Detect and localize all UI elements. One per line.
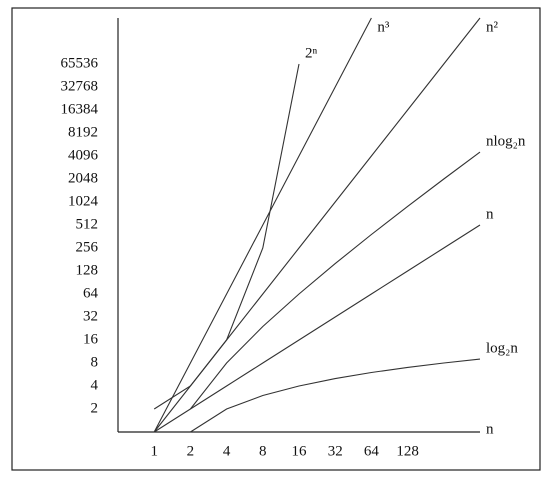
curve <box>153 63 300 410</box>
curve <box>189 151 481 410</box>
curve-label: log₂n <box>486 341 518 357</box>
y-tick-label: 256 <box>76 239 99 255</box>
curve-label: 2ⁿ <box>305 45 318 61</box>
curve <box>153 17 372 433</box>
y-tick-label: 8192 <box>68 124 98 140</box>
y-tick-label: 65536 <box>61 55 99 71</box>
x-tick-label: 128 <box>396 443 419 459</box>
x-tick-label: 16 <box>292 443 308 459</box>
x-tick-label: 4 <box>223 443 231 459</box>
frame <box>11 7 541 471</box>
y-tick-label: 8 <box>91 354 99 370</box>
y-tick-label: 16384 <box>61 101 99 117</box>
y-tick-label: 32 <box>83 308 98 324</box>
y-tick-label: 64 <box>83 285 99 301</box>
x-tick-label: 2 <box>187 443 195 459</box>
y-tick-label: 4096 <box>68 147 99 163</box>
curve-label: n² <box>486 19 499 35</box>
y-tick-label: 512 <box>76 216 99 232</box>
curve-label: n <box>486 206 494 222</box>
x-axis-label: n <box>486 421 494 437</box>
y-tick-label: 128 <box>76 262 99 278</box>
x-tick-label: 32 <box>328 443 343 459</box>
y-tick-label: 32768 <box>61 78 99 94</box>
curve <box>190 358 481 433</box>
x-tick-label: 8 <box>259 443 267 459</box>
y-tick-label: 2048 <box>68 170 98 186</box>
x-tick-label: 1 <box>150 443 158 459</box>
curve-label: nlog₂n <box>486 134 526 150</box>
curve-label: n³ <box>377 19 390 35</box>
y-tick-label: 1024 <box>68 193 99 209</box>
y-tick-label: 16 <box>83 331 99 347</box>
curve <box>153 17 481 433</box>
y-tick-label: 4 <box>91 377 99 393</box>
curve <box>153 224 481 433</box>
x-tick-label: 64 <box>364 443 380 459</box>
y-tick-label: 2 <box>91 400 99 416</box>
